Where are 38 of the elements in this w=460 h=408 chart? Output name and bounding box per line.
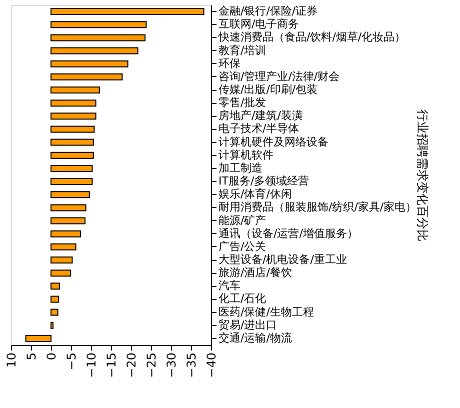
y-tick-label: IT服务/多领域经营 — [218, 174, 310, 188]
y-tick-label: 房地产/建筑/装潢 — [218, 109, 303, 122]
y-tick-label: 教育/培训 — [218, 44, 266, 57]
y-tick-label: 化工/石化 — [218, 292, 266, 306]
y-tick-label: 零售/批发 — [218, 96, 266, 110]
y-tick-label: 娱乐/体育/休闲 — [218, 188, 292, 201]
x-tick-label: 5 — [24, 352, 38, 360]
y-tick-label: 医药/保健/生物工程 — [218, 305, 314, 318]
y-tick-label: 通讯（设备/运营/增值服务） — [218, 226, 358, 240]
y-tick-label: 计算机软件 — [218, 148, 274, 162]
y-tick-label: 加工制造 — [218, 161, 262, 174]
x-tick-label: −5 — [64, 352, 78, 370]
y-tick-label: 计算机硬件及网络设备 — [218, 135, 328, 148]
x-tick-label: 0 — [44, 352, 58, 360]
y-tick-label: 耐用消费品（服装服饰/纺织/家具/家电） — [218, 200, 417, 214]
y-tick-label: 互联网/电子商务 — [218, 18, 300, 31]
x-tick-label: −30 — [164, 352, 178, 378]
y-tick-label: 汽车 — [218, 279, 240, 292]
x-tick-label: −25 — [144, 352, 158, 378]
x-tick-label: −40 — [204, 352, 218, 378]
y-axis-title: 行业招聘需求变化百分比 — [416, 110, 430, 242]
y-tick-label: 快速消费品（食品/饮料/烟草/化妆品） — [218, 30, 406, 44]
y-tick-label: 咨询/管理产业/法律/财会 — [218, 70, 340, 83]
y-tick-label: 能源/矿产 — [218, 214, 266, 227]
y-tick-label: 交通/运输/物流 — [218, 331, 292, 344]
y-tick-label: 环保 — [218, 56, 240, 70]
x-tick-label: −10 — [84, 352, 98, 378]
y-tick-label: 传媒/出版/印刷/包装 — [218, 83, 318, 96]
x-tick-label: 10 — [4, 352, 18, 368]
y-tick-label: 大型设备/机电设备/重工业 — [218, 253, 347, 266]
y-tick-label: 贸易/进出口 — [218, 318, 278, 332]
x-tick-label: −15 — [104, 352, 118, 378]
x-tick-label: −20 — [124, 352, 138, 378]
y-tick-label: 电子技术/半导体 — [218, 122, 300, 136]
y-tick-label: 旅游/酒店/餐饮 — [218, 266, 292, 280]
y-tick-label: 金融/银行/保险/证券 — [218, 4, 318, 18]
x-tick-label: −35 — [184, 352, 198, 378]
y-tick-label: 广告/公关 — [218, 240, 266, 253]
